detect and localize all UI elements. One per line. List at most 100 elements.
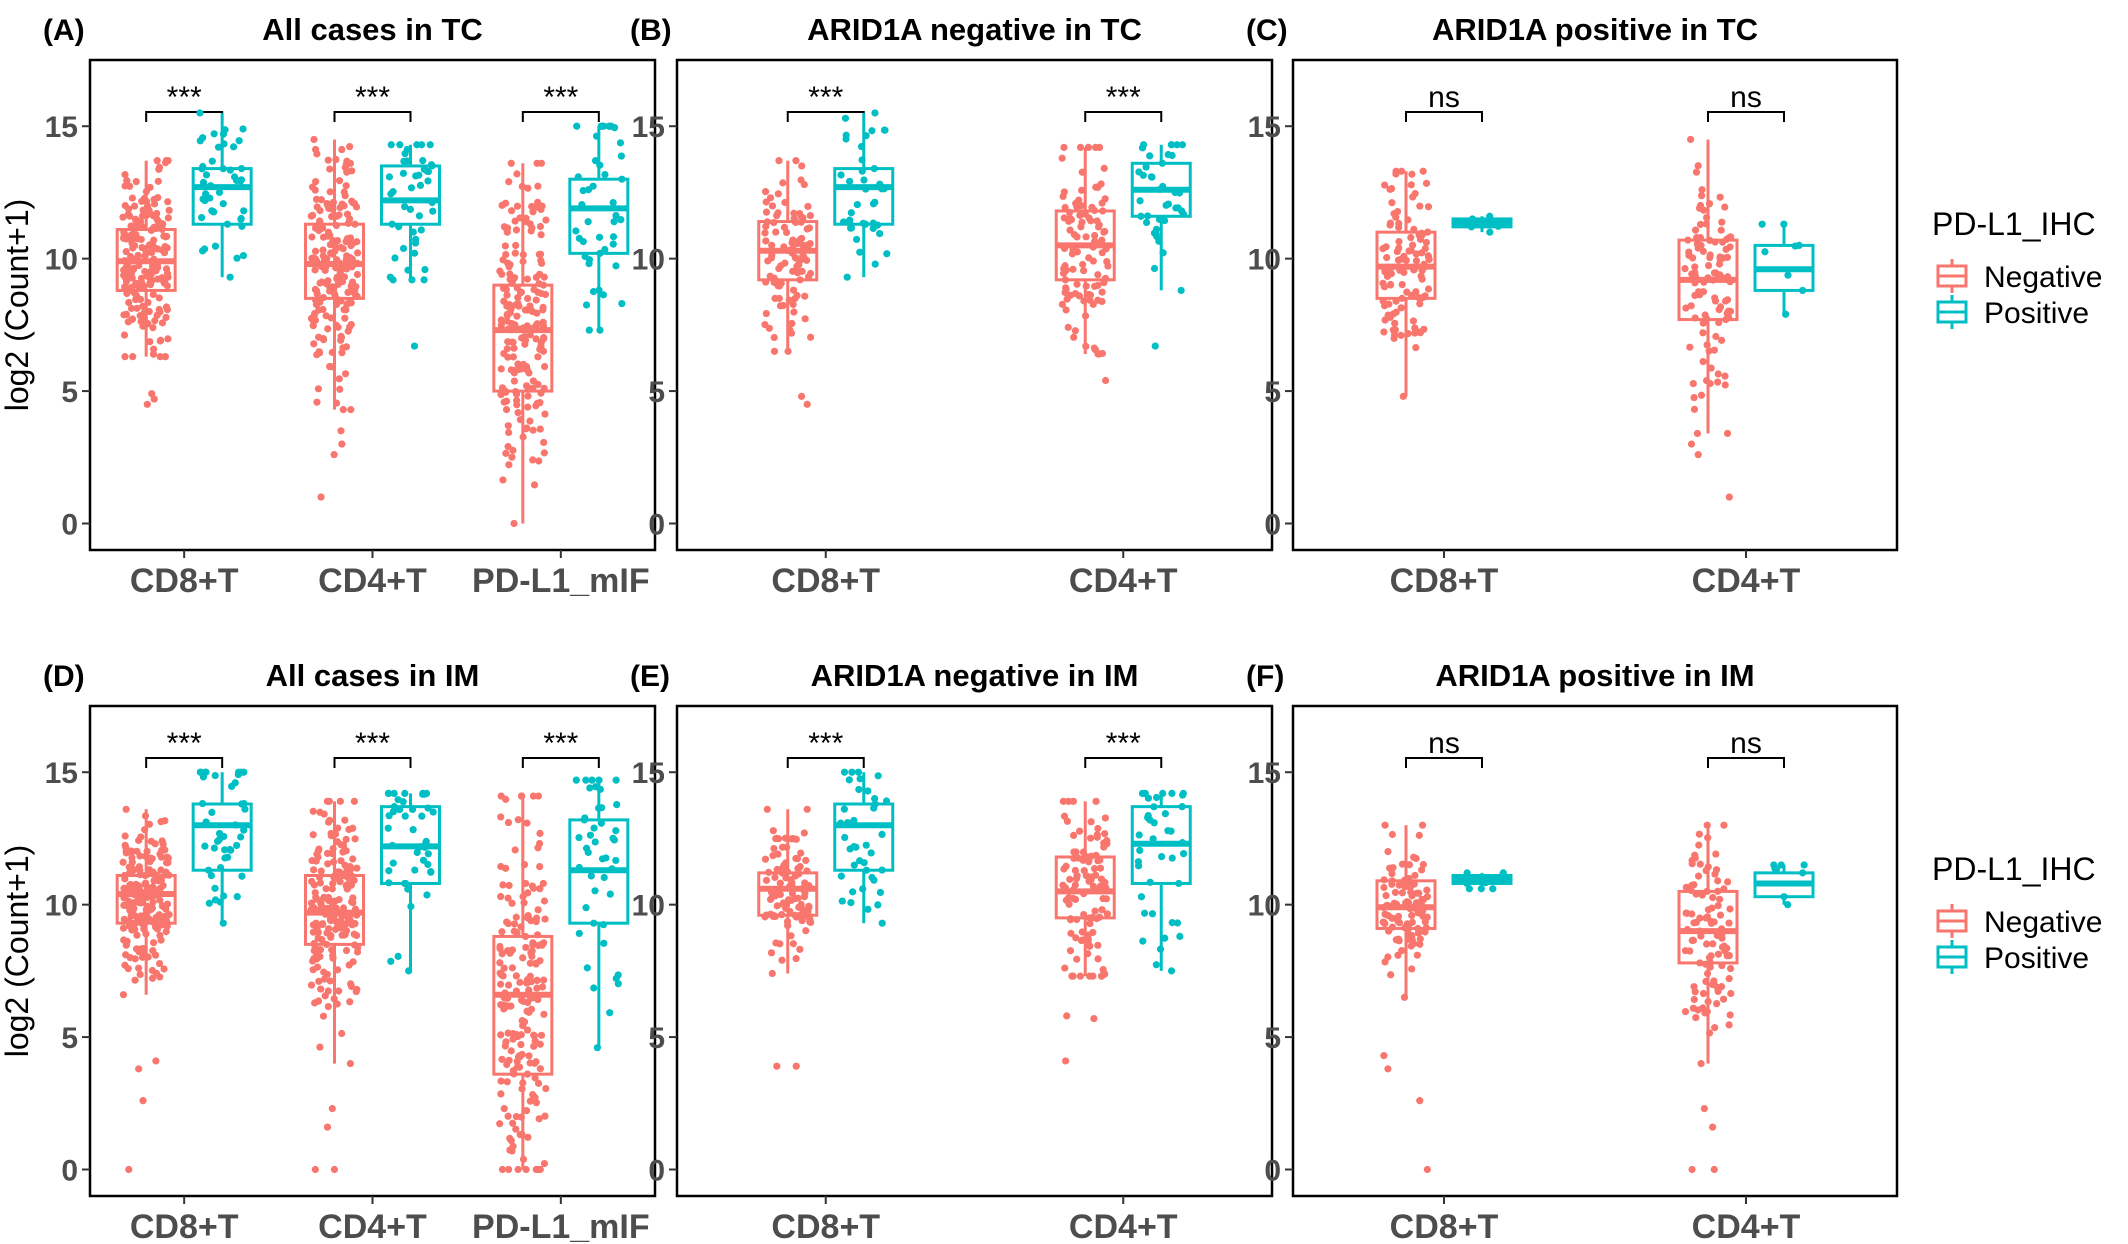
data-point <box>126 869 134 877</box>
data-point <box>342 160 350 168</box>
box-negative <box>304 797 365 1174</box>
y-tick-label: 0 <box>648 509 665 542</box>
data-point <box>498 928 506 936</box>
data-point <box>335 896 343 904</box>
panel-letter: (F) <box>1246 660 1284 693</box>
data-point <box>122 888 131 896</box>
data-point <box>1159 789 1167 798</box>
data-point <box>842 135 850 143</box>
data-point <box>1156 945 1165 953</box>
data-point <box>340 273 349 281</box>
data-point <box>156 353 164 361</box>
data-point <box>589 287 598 296</box>
data-point <box>428 198 436 207</box>
data-point <box>199 134 207 142</box>
data-point <box>1714 272 1723 280</box>
data-point <box>586 831 595 839</box>
data-point <box>149 211 157 220</box>
data-point <box>1397 304 1405 312</box>
data-point <box>155 294 163 302</box>
data-point <box>1391 888 1400 897</box>
data-point <box>1494 222 1502 230</box>
data-point <box>127 316 135 324</box>
data-point <box>1723 429 1732 438</box>
data-point <box>1094 281 1102 290</box>
data-point <box>423 891 431 899</box>
data-point <box>498 1165 507 1174</box>
data-point <box>334 824 342 832</box>
data-point <box>1061 203 1069 212</box>
y-tick-label: 5 <box>1264 1022 1281 1055</box>
data-point <box>1157 853 1166 861</box>
significance-label: ns <box>1428 81 1460 114</box>
data-point <box>165 206 173 214</box>
y-tick-label: 10 <box>45 244 78 277</box>
data-point <box>1065 208 1074 217</box>
data-point <box>586 784 594 792</box>
data-point <box>806 915 814 923</box>
data-point <box>1697 1059 1705 1068</box>
data-point <box>585 260 593 268</box>
data-point <box>317 897 325 905</box>
data-point <box>1178 839 1187 847</box>
data-point <box>216 864 225 872</box>
data-point <box>149 883 157 891</box>
data-point <box>122 805 130 813</box>
data-point <box>159 881 167 890</box>
significance-bracket <box>1084 111 1163 122</box>
data-point <box>1136 197 1144 205</box>
data-point <box>1723 275 1732 284</box>
data-point <box>1771 865 1779 873</box>
significance-bracket <box>521 111 600 122</box>
data-point <box>514 409 522 417</box>
data-point <box>328 946 336 954</box>
data-point <box>149 324 157 332</box>
data-point <box>1710 1165 1718 1174</box>
data-point <box>1691 988 1699 996</box>
data-point <box>215 188 224 197</box>
data-point <box>238 222 246 230</box>
data-point <box>1699 247 1707 255</box>
data-point <box>1406 883 1414 891</box>
data-point <box>1080 297 1088 305</box>
data-point <box>585 326 593 334</box>
data-point <box>533 931 542 939</box>
data-point <box>219 200 227 208</box>
data-point <box>804 273 813 281</box>
data-point <box>787 896 795 905</box>
data-point <box>532 917 540 926</box>
data-point <box>799 241 807 250</box>
data-point <box>864 905 872 913</box>
data-point <box>517 1040 525 1049</box>
data-point <box>1140 909 1149 917</box>
data-point <box>1688 1165 1696 1174</box>
data-point <box>1699 989 1708 998</box>
data-point <box>1099 207 1107 215</box>
data-point <box>1062 862 1070 870</box>
data-point <box>871 800 879 808</box>
data-point <box>1795 241 1803 250</box>
data-point <box>1172 204 1180 212</box>
data-point <box>770 333 778 342</box>
data-point <box>335 211 343 219</box>
data-point <box>335 375 343 383</box>
data-point <box>1423 1165 1431 1174</box>
data-point <box>1161 810 1169 818</box>
data-point <box>533 976 541 984</box>
significance-bracket <box>1707 757 1785 768</box>
data-point <box>1726 964 1735 973</box>
data-point <box>862 866 871 874</box>
data-point <box>609 199 617 207</box>
data-point <box>775 157 783 165</box>
data-point <box>424 850 432 858</box>
data-point <box>499 476 507 484</box>
data-point <box>540 897 549 905</box>
data-point <box>338 1029 346 1038</box>
data-point <box>1390 210 1398 218</box>
y-tick-label: 15 <box>1248 757 1281 790</box>
data-point <box>1704 274 1712 282</box>
data-point <box>1066 291 1074 299</box>
data-point <box>1686 343 1694 351</box>
data-point <box>1694 451 1702 459</box>
data-point <box>162 928 170 936</box>
